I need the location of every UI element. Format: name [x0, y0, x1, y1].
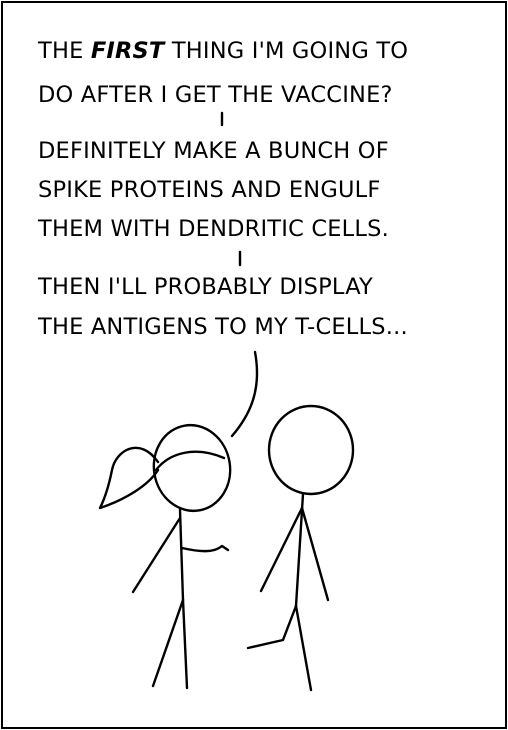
man-left-leg: [246, 604, 298, 650]
man-head: [267, 404, 355, 496]
speech-1-line-1: THE FIRST THING I'M GOING TO: [38, 38, 409, 64]
woman-left-arm: [131, 516, 182, 594]
man-figure: [246, 404, 355, 692]
speech-3-line-1: THEN I'LL PROBABLY DISPLAY: [38, 274, 373, 300]
speech-2-line-1: DEFINITELY MAKE A BUNCH OF: [38, 138, 389, 164]
woman-figure: [98, 423, 232, 690]
speech-3-line-2: THE ANTIGENS TO MY T-CELLS...: [38, 314, 408, 340]
woman-left-leg: [151, 598, 185, 688]
man-right-leg: [294, 604, 313, 692]
woman-right-leg: [181, 598, 189, 690]
woman-ponytail: [98, 446, 160, 510]
man-right-arm: [300, 506, 330, 602]
emphasis-word: FIRST: [90, 38, 165, 64]
speech-2-line-2: SPIKE PROTEINS AND ENGULF: [38, 177, 381, 203]
woman-hair: [154, 450, 226, 472]
woman-body: [178, 508, 185, 602]
woman-right-arm: [180, 544, 230, 553]
man-body: [294, 492, 305, 608]
speech-tail-main: [230, 350, 259, 438]
speech-2-line-3: THEM WITH DENDRITIC CELLS.: [38, 216, 389, 242]
speech-1-line-2: DO AFTER I GET THE VACCINE?: [38, 82, 393, 108]
man-left-arm: [259, 506, 304, 593]
woman-head: [152, 423, 232, 513]
